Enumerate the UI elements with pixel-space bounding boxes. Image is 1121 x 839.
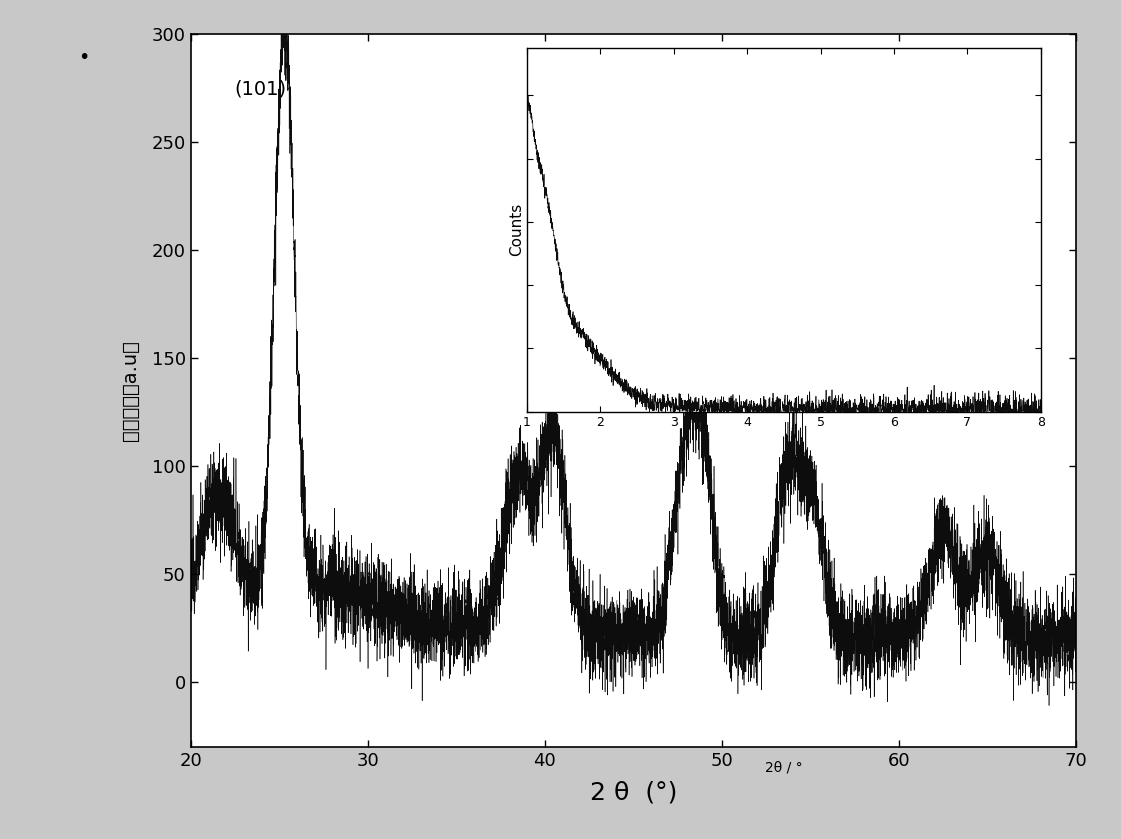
Text: 2θ / °: 2θ / ° (766, 761, 803, 775)
Text: •: • (78, 48, 90, 67)
Text: (101): (101) (235, 80, 287, 98)
X-axis label: 2 θ  (°): 2 θ (°) (590, 780, 677, 805)
Y-axis label: 吸收强度（a.u）: 吸收强度（a.u） (121, 340, 140, 440)
